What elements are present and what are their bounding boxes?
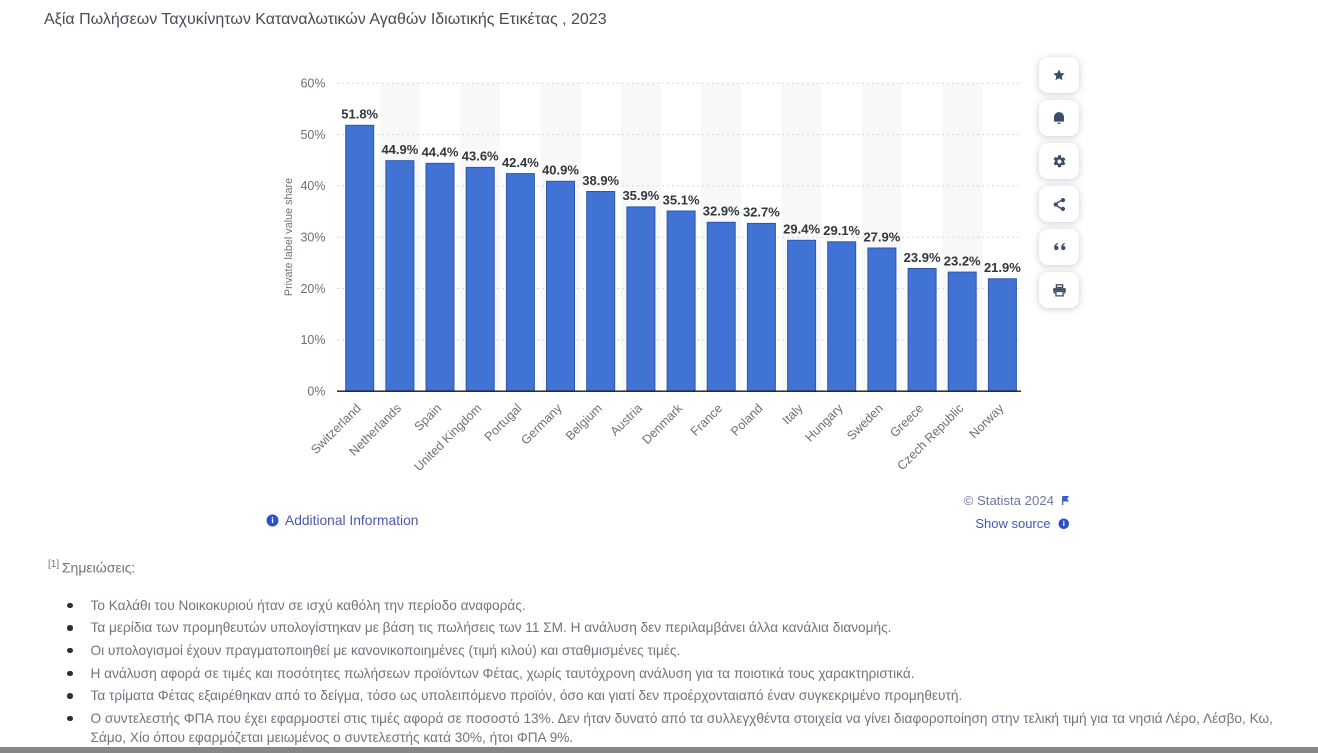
svg-text:23.9%: 23.9% [904,250,941,265]
svg-text:Hungary: Hungary [803,401,847,445]
svg-text:44.4%: 44.4% [422,145,459,160]
svg-text:29.1%: 29.1% [823,223,860,238]
svg-text:35.1%: 35.1% [663,192,700,207]
svg-text:Germany: Germany [518,401,565,448]
svg-text:27.9%: 27.9% [863,229,900,244]
svg-text:Sweden: Sweden [844,401,886,443]
svg-text:23.2%: 23.2% [944,253,981,268]
svg-text:40.9%: 40.9% [542,163,579,178]
svg-text:Denmark: Denmark [639,401,685,447]
svg-text:20%: 20% [300,282,325,296]
svg-text:30%: 30% [300,231,325,245]
svg-text:Austria: Austria [608,401,645,438]
svg-text:France: France [688,401,725,438]
svg-text:43.6%: 43.6% [462,149,499,164]
svg-text:Italy: Italy [780,401,807,428]
svg-text:38.9%: 38.9% [582,173,619,188]
svg-text:Greece: Greece [887,401,926,440]
svg-text:Poland: Poland [728,401,765,438]
svg-text:0%: 0% [307,385,325,399]
svg-text:35.9%: 35.9% [622,188,659,203]
svg-text:32.7%: 32.7% [743,205,780,220]
svg-text:29.4%: 29.4% [783,222,820,237]
svg-text:42.4%: 42.4% [502,155,539,170]
svg-text:40%: 40% [300,179,325,193]
svg-text:21.9%: 21.9% [984,260,1021,275]
svg-text:32.9%: 32.9% [703,204,740,219]
svg-text:Belgium: Belgium [563,401,605,443]
svg-text:Norway: Norway [967,401,1007,441]
svg-text:50%: 50% [300,128,325,142]
svg-text:10%: 10% [300,333,325,347]
svg-text:60%: 60% [300,77,325,91]
svg-text:44.9%: 44.9% [381,142,418,157]
svg-text:Private label value share: Private label value share [283,178,295,296]
svg-text:51.8%: 51.8% [341,107,378,122]
svg-text:Spain: Spain [412,401,445,434]
